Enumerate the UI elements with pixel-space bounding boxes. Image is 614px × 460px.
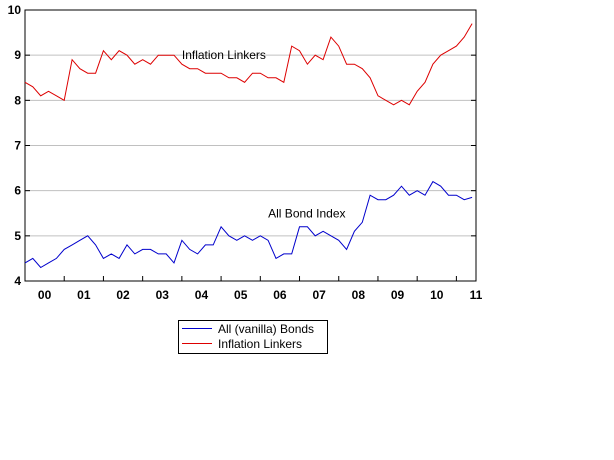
y-tick-label: 5 — [14, 229, 21, 243]
x-tick-label: 09 — [391, 288, 405, 302]
series-group — [24, 23, 473, 269]
x-tick-label: 08 — [352, 288, 366, 302]
y-tick-label: 7 — [14, 139, 21, 153]
x-tick-label: 06 — [273, 288, 287, 302]
y-tick-label: 8 — [14, 93, 21, 107]
y-axis: 4 5 6 7 8 9 10 — [8, 3, 476, 288]
x-axis: 00 01 02 03 04 05 06 07 08 09 10 11 — [24, 276, 483, 302]
series-line-inflation-linkers — [24, 23, 473, 106]
x-tick-label: 10 — [430, 288, 444, 302]
legend-label-all-bonds: All (vanilla) Bonds — [218, 321, 315, 336]
y-tick-label: 9 — [14, 48, 21, 62]
annotation-all-bond-index: All Bond Index — [268, 206, 345, 220]
legend-label-inflation-linkers: Inflation Linkers — [218, 336, 303, 351]
legend-swatch-all-bonds — [182, 328, 212, 329]
x-tick-label: 02 — [116, 288, 130, 302]
x-tick-label: 05 — [234, 288, 248, 302]
series-line-all-bonds — [24, 180, 473, 269]
x-tick-label: 07 — [312, 288, 326, 302]
legend-item-all-bonds: All (vanilla) Bonds — [179, 321, 327, 336]
x-tick-label: 00 — [38, 288, 52, 302]
legend: All (vanilla) Bonds Inflation Linkers — [178, 320, 328, 354]
y-tick-label: 4 — [14, 274, 21, 288]
legend-swatch-inflation-linkers — [182, 343, 212, 344]
annotation-inflation-linkers: Inflation Linkers — [182, 48, 266, 62]
x-tick-label: 01 — [77, 288, 91, 302]
x-tick-label: 03 — [156, 288, 170, 302]
x-tick-label: 04 — [195, 288, 209, 302]
legend-item-inflation-linkers: Inflation Linkers — [179, 336, 327, 351]
x-tick-label: 11 — [470, 288, 483, 302]
y-tick-label: 6 — [14, 184, 21, 198]
y-tick-label: 10 — [8, 3, 22, 17]
gridlines — [25, 54, 476, 237]
